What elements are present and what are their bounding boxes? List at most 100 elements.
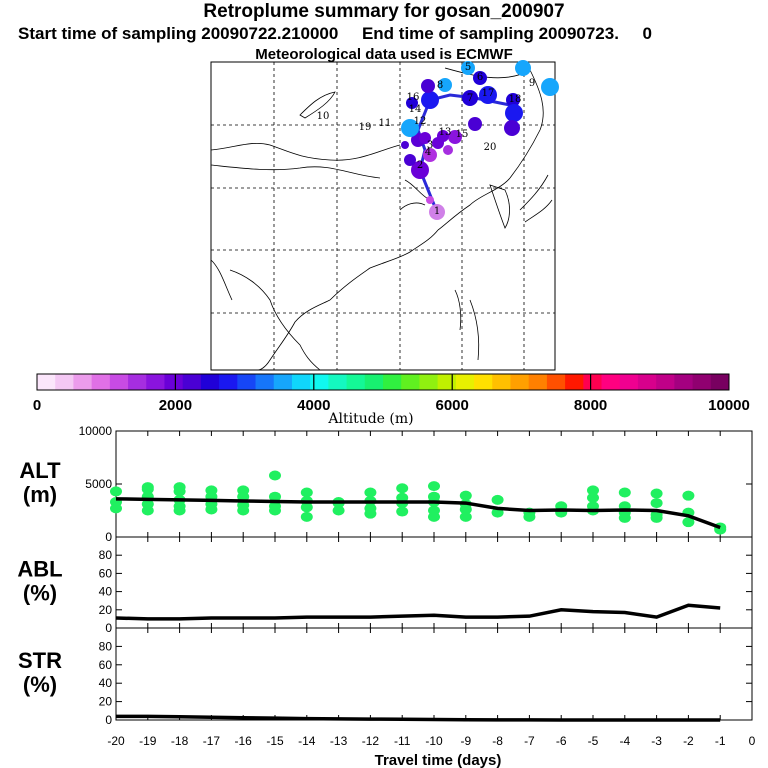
colorbar-swatch: [656, 374, 675, 390]
trajectory-label: 5: [465, 62, 471, 73]
trajectory-cluster: [461, 61, 475, 75]
y-tick-label: 40: [99, 676, 113, 690]
colorbar-swatch: [91, 374, 111, 390]
trajectory-label: 4: [425, 147, 431, 158]
trajectory-cluster: [401, 119, 419, 137]
trajectory-cluster: [479, 86, 497, 104]
trajectory-cluster: [506, 93, 520, 107]
trajectory-label: 10: [317, 111, 330, 122]
trajectory-label: 2: [417, 160, 423, 171]
y-tick-label: 20: [99, 695, 113, 709]
altitude-panel: 0 5000 10000 ALT(m): [19, 424, 753, 544]
scatter-point: [396, 506, 409, 517]
y-tick-label: 0: [105, 530, 112, 544]
colorbar-tick-label: 6000: [436, 397, 469, 414]
trajectory-label: 14: [409, 104, 422, 115]
colorbar-swatch: [346, 374, 366, 390]
colorbar-swatch: [474, 374, 493, 390]
scatter-point: [618, 487, 631, 498]
trajectory-label: 13: [439, 127, 452, 138]
x-axis-label: Travel time (days): [375, 752, 502, 768]
scatter-point: [173, 505, 186, 516]
trajectory-cluster: [401, 141, 409, 149]
scatter-point: [269, 470, 281, 481]
colorbar-swatch: [710, 374, 730, 390]
trajectory-label: 16: [407, 92, 420, 103]
x-tick-label: -12: [362, 734, 380, 748]
scatter-point: [650, 498, 663, 509]
scatter-point: [682, 517, 695, 528]
scatter-point: [587, 492, 599, 503]
colorbar-swatch: [128, 374, 147, 390]
x-tick-label: -20: [107, 734, 125, 748]
scatter-point: [269, 491, 281, 502]
scatter-point: [650, 488, 663, 499]
x-tick-label: -8: [492, 734, 503, 748]
colorbar-swatch: [565, 374, 584, 390]
colorbar-tick-label: 8000: [574, 397, 607, 414]
y-axis-label: ALT: [19, 458, 61, 483]
x-tick-label: -11: [394, 734, 411, 748]
scatter-point: [300, 511, 313, 522]
y-tick-label: 5000: [85, 477, 112, 491]
colorbar-swatch: [419, 374, 439, 390]
colorbar-swatch: [528, 374, 548, 390]
trajectory-cluster: [429, 204, 445, 220]
scatter-point: [428, 511, 440, 522]
trajectory-cluster: [421, 79, 435, 93]
x-tick-label: -14: [298, 734, 316, 748]
x-tick-label: -16: [235, 734, 253, 748]
met-data-note: Meteorological data used is ECMWF: [255, 46, 513, 63]
str-panel: 0 20 40 60 80 STR(%): [18, 627, 753, 727]
colorbar-swatch: [364, 374, 384, 390]
y-axis-label: (%): [23, 672, 57, 697]
trajectory-cluster: [515, 60, 531, 76]
colorbar-swatch: [55, 374, 74, 390]
scatter-point: [141, 505, 154, 516]
y-tick-label: 40: [99, 585, 113, 599]
x-tick-label: -17: [203, 734, 221, 748]
y-tick-label: 60: [99, 566, 113, 580]
trajectory-label: 3: [427, 140, 433, 151]
x-tick-label: -3: [651, 734, 662, 748]
x-tick-label: 0: [749, 734, 756, 748]
y-tick-label: 60: [99, 658, 113, 672]
trajectory-cluster: [421, 91, 439, 109]
colorbar-swatch: [455, 374, 475, 390]
series-line: [116, 714, 721, 722]
trajectory-label: 15: [456, 129, 469, 140]
x-tick-label: -7: [524, 734, 535, 748]
colorbar-swatch: [510, 374, 530, 390]
trajectory-label: 18: [509, 94, 522, 105]
colorbar-swatch: [109, 374, 129, 390]
trajectory-label: 11: [379, 118, 392, 129]
y-tick-label: 20: [99, 603, 113, 617]
colorbar-swatch: [291, 374, 311, 390]
scatter-point: [364, 487, 377, 498]
trajectory-cluster: [448, 130, 462, 144]
x-tick-label: -13: [330, 734, 348, 748]
x-tick-label: -9: [460, 734, 471, 748]
y-tick-label: 0: [105, 713, 112, 727]
colorbar-tick-label: 0: [33, 397, 41, 414]
scatter-point: [491, 494, 504, 505]
scatter-point: [428, 481, 440, 492]
scatter-point: [300, 487, 313, 498]
sampling-times: Start time of sampling 20090722.210000 E…: [18, 24, 653, 43]
scatter-point: [682, 490, 695, 501]
panel-frame: [115, 627, 753, 721]
colorbar-swatch: [200, 374, 220, 390]
scatter-point: [110, 486, 122, 497]
colorbar-swatch: [146, 374, 165, 390]
trajectory-label: 20: [484, 142, 497, 153]
colorbar-swatch: [273, 374, 293, 390]
x-tick-label: -4: [619, 734, 630, 748]
colorbar-swatch: [164, 374, 184, 390]
colorbar-swatch: [692, 374, 712, 390]
y-axis-label: ABL: [17, 557, 62, 582]
colorbar-swatch: [383, 374, 402, 390]
colorbar-swatch: [601, 374, 621, 390]
